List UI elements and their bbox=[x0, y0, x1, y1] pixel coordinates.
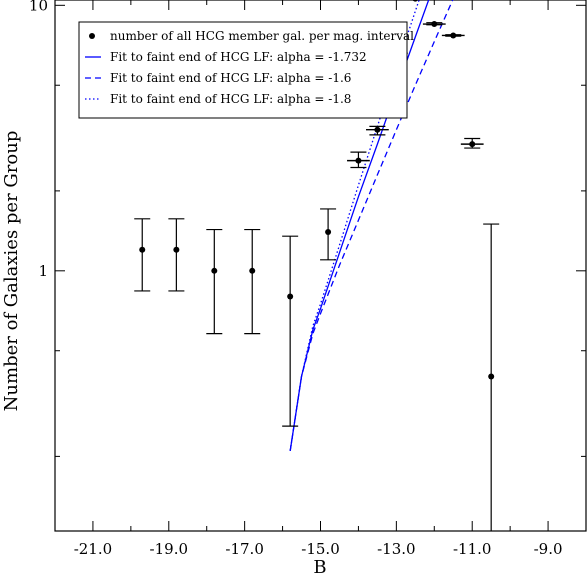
data-marker bbox=[374, 126, 381, 133]
data-point bbox=[483, 223, 500, 531]
x-tick-label: -17.0 bbox=[225, 540, 263, 558]
axis-ticks bbox=[54, 0, 587, 531]
data-point bbox=[320, 208, 337, 261]
data-point bbox=[347, 151, 370, 169]
legend-label-fit-18: Fit to faint end of HCG LF: alpha = -1.8 bbox=[110, 92, 351, 106]
data-point bbox=[407, 0, 424, 2]
data-marker bbox=[450, 32, 457, 39]
data-marker bbox=[139, 246, 146, 253]
x-tick-labels: -21.0 -19.0 -17.0 -15.0 -13.0 -11.0 -9.0 bbox=[74, 540, 563, 558]
data-point bbox=[441, 32, 465, 39]
x-tick-label: -15.0 bbox=[301, 540, 339, 558]
y-tick-label: 1 bbox=[38, 262, 48, 280]
data-point bbox=[168, 218, 185, 292]
x-tick-label: -9.0 bbox=[534, 540, 563, 558]
legend-label-fit-16: Fit to faint end of HCG LF: alpha = -1.6 bbox=[110, 71, 351, 85]
data-point bbox=[134, 218, 151, 292]
data-point bbox=[460, 137, 484, 149]
x-axis-label: B bbox=[313, 557, 326, 577]
legend-marker-points bbox=[89, 33, 95, 39]
legend-label-fit-1732: Fit to faint end of HCG LF: alpha = -1.7… bbox=[110, 50, 367, 64]
data-marker bbox=[412, 0, 418, 2]
data-marker bbox=[211, 267, 218, 274]
data-point bbox=[244, 228, 261, 335]
data-marker bbox=[287, 293, 294, 300]
y-tick-labels: 1 10 bbox=[29, 0, 48, 280]
data-point bbox=[282, 235, 299, 427]
data-marker bbox=[355, 157, 362, 164]
x-tick-label: -19.0 bbox=[150, 540, 188, 558]
legend-label-points: number of all HCG member gal. per mag. i… bbox=[110, 29, 414, 43]
data-points bbox=[134, 0, 500, 531]
x-tick-label: -13.0 bbox=[377, 540, 415, 558]
data-marker bbox=[173, 246, 180, 253]
data-point bbox=[422, 21, 446, 28]
legend: number of all HCG member gal. per mag. i… bbox=[78, 21, 414, 119]
x-tick-label: -11.0 bbox=[453, 540, 491, 558]
x-tick-label: -21.0 bbox=[74, 540, 112, 558]
data-marker bbox=[249, 267, 256, 274]
y-tick-label: 10 bbox=[29, 0, 48, 14]
data-marker bbox=[325, 229, 332, 236]
data-point bbox=[366, 125, 389, 136]
data-point bbox=[206, 228, 223, 335]
data-marker bbox=[488, 373, 495, 380]
data-marker bbox=[431, 21, 438, 28]
legend-box bbox=[78, 21, 408, 119]
y-axis-label: Number of Galaxies per Group bbox=[1, 131, 22, 412]
data-marker bbox=[469, 141, 476, 148]
